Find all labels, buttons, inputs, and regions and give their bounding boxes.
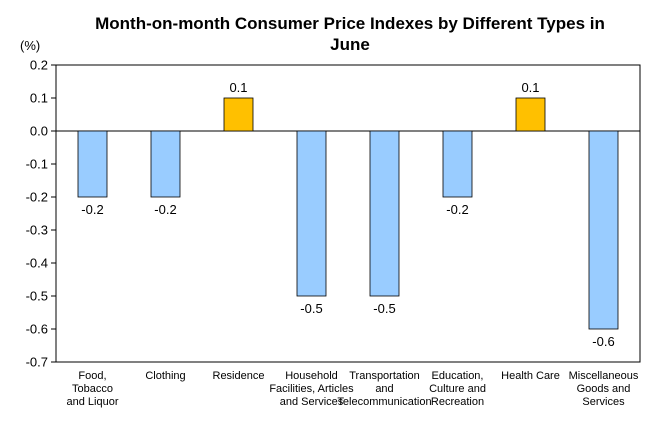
- x-tick-label: Telecommunication: [337, 396, 431, 408]
- y-tick-label: -0.3: [26, 223, 48, 238]
- data-label: 0.1: [521, 80, 539, 95]
- y-tick-label: -0.6: [26, 322, 48, 337]
- bar: [296, 130, 327, 297]
- x-tick-label: Goods and: [577, 383, 631, 395]
- x-tick-label: Health Care: [501, 370, 560, 382]
- x-tick-label: Tobacco: [72, 383, 113, 395]
- data-label: 0.1: [229, 80, 247, 95]
- x-tick-label: Household: [285, 370, 338, 382]
- data-label: -0.2: [446, 202, 468, 217]
- x-tick-label: Residence: [213, 370, 265, 382]
- x-tick-label: Facilities, Articles: [269, 383, 354, 395]
- y-tick-label: -0.1: [26, 157, 48, 172]
- bar: [442, 130, 473, 198]
- plot-area: 0.2 0.1 0.0 -0.1 -0.2 -0.3 -0.4 -0.5 -0.6 -0.7 -0.…: [26, 58, 641, 408]
- x-tick-label: Recreation: [431, 396, 484, 408]
- bar: [77, 130, 108, 198]
- data-label: -0.5: [300, 301, 322, 316]
- chart-title-line-2: June: [330, 35, 370, 54]
- y-tick-label: 0.2: [30, 58, 48, 73]
- bar: [588, 130, 619, 330]
- bar: [150, 130, 181, 198]
- y-tick-label: -0.2: [26, 190, 48, 205]
- y-tick-label: -0.7: [26, 355, 48, 370]
- bar: [515, 97, 546, 132]
- chart-title-line-1: Month-on-month Consumer Price Indexes by…: [95, 14, 605, 33]
- x-tick-label: Clothing: [145, 370, 185, 382]
- x-tick-label: Services: [582, 396, 625, 408]
- x-tick-label: and: [375, 383, 393, 395]
- y-tick-label: 0.0: [30, 124, 48, 139]
- data-label: -0.2: [81, 202, 103, 217]
- y-tick-label: -0.4: [26, 256, 48, 271]
- data-label: -0.6: [592, 334, 614, 349]
- y-tick-label: 0.1: [30, 91, 48, 106]
- x-tick-label: Food,: [78, 370, 106, 382]
- x-tick-label: and Liquor: [67, 396, 119, 408]
- data-label: -0.5: [373, 301, 395, 316]
- bar: [223, 97, 254, 132]
- y-tick-label: -0.5: [26, 289, 48, 304]
- bar: [369, 130, 400, 297]
- x-tick-label: Miscellaneous: [569, 370, 639, 382]
- x-tick-label: Transportation: [349, 370, 420, 382]
- y-unit-label: (%): [20, 38, 40, 53]
- x-tick-label: and Services: [280, 396, 344, 408]
- x-tick-label: Education,: [432, 370, 484, 382]
- plot-frame: [55, 64, 641, 363]
- x-tick-label: Culture and: [429, 383, 486, 395]
- data-label: -0.2: [154, 202, 176, 217]
